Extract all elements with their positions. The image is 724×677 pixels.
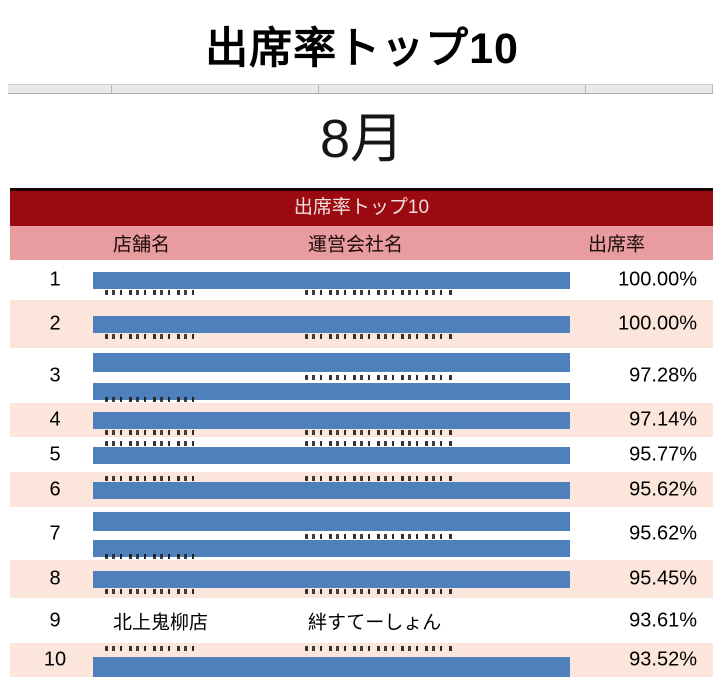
rank-cell: 3 (49, 364, 61, 386)
rank-cell: 6 (49, 478, 61, 500)
covered-text-fragment (105, 334, 200, 339)
table-title-bar: 出席率トップ10 (10, 188, 713, 226)
column-header-rate: 出席率 (588, 234, 646, 256)
attendance-rate-cell: 95.62% (629, 478, 697, 500)
attendance-rate-cell: 95.62% (629, 522, 697, 544)
covered-text-fragment (105, 554, 200, 559)
redaction-bar (93, 512, 570, 531)
rank-cell: 9 (49, 609, 61, 631)
table-row: 2 100.00% (10, 300, 713, 348)
covered-text-fragment (305, 430, 455, 435)
covered-text-fragment (105, 440, 200, 446)
redaction-bars (93, 437, 570, 472)
table-row: 10 93.52% (10, 643, 713, 677)
attendance-rate-cell: 100.00% (618, 312, 697, 335)
table-row: 1 100.00% (10, 260, 713, 300)
redaction-bars (93, 300, 570, 348)
redaction-bars (93, 348, 570, 403)
table-row: 4 97.14% (10, 403, 713, 437)
attendance-rate-cell: 97.28% (629, 364, 697, 386)
month-heading: 8月 (319, 109, 405, 169)
covered-text-fragment (305, 646, 455, 651)
ranking-table: 出席率トップ10 店舗名 運営会社名 出席率 1 100.00% 2 100.0… (10, 188, 713, 677)
table-row: 6 95.62% (10, 472, 713, 507)
table-title-text: 出席率トップ10 (293, 197, 430, 218)
redaction-bar (93, 383, 570, 400)
rank-cell: 1 (49, 268, 61, 291)
covered-text-fragment (305, 290, 455, 295)
covered-text-fragment (105, 430, 200, 435)
covered-text-fragment (305, 334, 455, 339)
attendance-rate-cell: 93.52% (629, 648, 697, 671)
covered-text-fragment (105, 589, 200, 594)
table-body: 1 100.00% 2 100.00% 3 97.28% (10, 260, 713, 677)
redaction-bars (93, 403, 570, 437)
covered-text-fragment (305, 440, 455, 446)
covered-text-fragment (305, 475, 455, 481)
rank-cell: 8 (49, 567, 61, 590)
redaction-bars (93, 260, 570, 300)
table-row: 9 北上鬼柳店 絆すてーしょん 93.61% (10, 598, 713, 643)
cell-divider (111, 85, 112, 93)
collapsed-spreadsheet-row-band (8, 84, 713, 94)
covered-text-fragment (105, 475, 200, 481)
covered-text-fragment (305, 534, 455, 539)
cell-divider (585, 85, 586, 93)
cell-divider (712, 85, 713, 93)
table-row: 5 95.77% (10, 437, 713, 472)
redaction-bars (93, 472, 570, 507)
redaction-bars (93, 643, 570, 677)
redaction-bar (93, 481, 570, 499)
attendance-rate-cell: 95.45% (629, 567, 697, 590)
redaction-bar (93, 446, 570, 464)
attendance-rate-cell: 100.00% (618, 268, 697, 291)
page-title: 出席率トップ10 (205, 25, 519, 73)
redaction-bar (93, 316, 570, 333)
attendance-rate-cell: 93.61% (629, 609, 697, 631)
redaction-bar (93, 571, 570, 588)
covered-text-fragment (305, 589, 455, 594)
covered-text-fragment (105, 290, 200, 295)
cell-divider (318, 85, 319, 93)
rank-cell: 2 (49, 312, 61, 335)
company-name-cell: 絆すてーしょん (308, 612, 442, 633)
column-header-store: 店舗名 (113, 234, 171, 256)
rank-cell: 10 (43, 648, 67, 671)
covered-text-fragment (105, 397, 200, 402)
rank-cell: 7 (49, 522, 61, 544)
covered-text-fragment (305, 375, 455, 380)
table-row: 7 95.62% (10, 507, 713, 560)
redaction-bars (93, 560, 570, 598)
redaction-bar (93, 272, 570, 289)
column-header-company: 運営会社名 (308, 234, 404, 256)
redaction-bars (93, 507, 570, 560)
rank-cell: 5 (49, 443, 61, 465)
redaction-bar (93, 657, 570, 677)
table-row: 8 95.45% (10, 560, 713, 598)
store-name-cell: 北上鬼柳店 (113, 612, 209, 633)
redaction-bar (93, 412, 570, 429)
column-header-row: 店舗名 運営会社名 出席率 (10, 226, 713, 260)
attendance-rate-cell: 97.14% (629, 408, 697, 431)
redaction-bar (93, 540, 570, 557)
covered-text-fragment (105, 646, 200, 651)
attendance-rate-cell: 95.77% (629, 443, 697, 465)
redaction-bar (93, 353, 570, 372)
table-row: 3 97.28% (10, 348, 713, 403)
rank-cell: 4 (49, 408, 61, 431)
